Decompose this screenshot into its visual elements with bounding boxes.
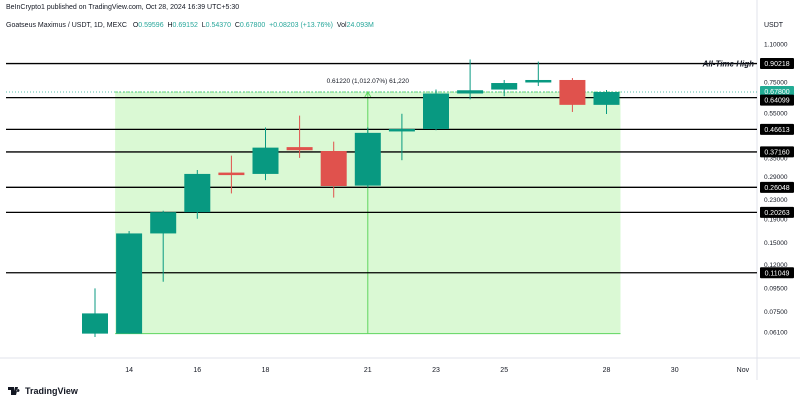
ath-label: All-Time High bbox=[702, 60, 755, 69]
y-tick-0: 1.10000 bbox=[764, 41, 788, 48]
candle-body-5 bbox=[252, 147, 279, 174]
x-tick-0: 14 bbox=[125, 367, 133, 374]
publish-info: BeInCrypto1 published on TradingView.com… bbox=[6, 4, 240, 11]
level-tag-2 bbox=[760, 123, 794, 135]
y-tick-8: 0.12000 bbox=[764, 262, 788, 269]
x-tick-7: 30 bbox=[671, 367, 679, 374]
volume-value: 24.093M bbox=[346, 22, 374, 29]
candle-body-6 bbox=[286, 147, 313, 151]
high-value: 0.69152 bbox=[172, 22, 198, 29]
candle-body-2 bbox=[150, 212, 177, 234]
level-tag-6 bbox=[760, 267, 794, 279]
candle-body-14 bbox=[559, 79, 586, 105]
candle-body-10 bbox=[423, 93, 449, 129]
y-tick-3: 0.35000 bbox=[764, 155, 788, 162]
candle-body-8 bbox=[354, 132, 381, 186]
x-tick-2: 18 bbox=[262, 367, 270, 374]
candle-body-0 bbox=[82, 313, 108, 334]
y-tick-5: 0.23000 bbox=[764, 197, 788, 204]
candle-body-1 bbox=[116, 233, 143, 334]
x-tick-6: 28 bbox=[603, 367, 611, 374]
y-tick-9: 0.09500 bbox=[764, 285, 788, 292]
y-tick-4: 0.29000 bbox=[764, 174, 788, 181]
tradingview-logo-icon bbox=[8, 387, 20, 395]
level-tag-label-4: 0.26048 bbox=[764, 185, 789, 192]
level-tag-label-5: 0.20263 bbox=[764, 210, 789, 217]
level-tag-top-1 bbox=[760, 94, 794, 106]
candle-body-7 bbox=[320, 151, 347, 186]
y-tick-7: 0.15000 bbox=[764, 240, 788, 247]
candle-body-13 bbox=[525, 79, 552, 83]
change-value: +0.08203 (+13.76%) bbox=[269, 22, 333, 29]
currency-label: USDT bbox=[764, 22, 784, 29]
level-tag-3 bbox=[760, 146, 794, 158]
volume-label: Vol bbox=[336, 22, 347, 29]
y-tick-2: 0.55000 bbox=[764, 110, 788, 117]
symbol-name: Goatseus Maximus / USDT, 1D, MEXC bbox=[6, 22, 127, 29]
y-tick-10: 0.07500 bbox=[764, 309, 788, 316]
candle-body-9 bbox=[388, 128, 415, 132]
measure-label: 0.61220 (1,012.07%) 61,220 bbox=[327, 78, 410, 85]
y-tick-11: 0.06100 bbox=[764, 329, 788, 336]
x-tick-8: Nov bbox=[737, 367, 750, 374]
open-value: 0.59596 bbox=[138, 22, 164, 29]
level-tag-label-0: 0.90218 bbox=[764, 61, 789, 68]
high-label: H bbox=[167, 22, 173, 29]
level-tag-label-3: 0.37160 bbox=[764, 149, 789, 156]
measure-arrow bbox=[364, 91, 372, 98]
symbol-info-line: Goatseus Maximus / USDT, 1D, MEXC O0.595… bbox=[6, 22, 374, 29]
x-tick-3: 21 bbox=[364, 367, 372, 374]
low-value: 0.54370 bbox=[205, 22, 231, 29]
candle-body-4 bbox=[218, 172, 245, 176]
low-label: L bbox=[201, 22, 206, 29]
y-tick-1: 0.75000 bbox=[764, 79, 788, 86]
candle-body-12 bbox=[491, 83, 518, 90]
level-tag-5 bbox=[760, 206, 794, 218]
level-tag-4 bbox=[760, 181, 794, 193]
level-tag-label-2: 0.46613 bbox=[764, 127, 789, 134]
x-tick-4: 23 bbox=[432, 367, 440, 374]
current-price-value: 0.67800 bbox=[764, 89, 789, 96]
level-tag-label-6: 0.11049 bbox=[765, 270, 790, 277]
close-value: 0.67800 bbox=[239, 22, 266, 29]
level-tag-top-label-1: 0.64099 bbox=[764, 98, 789, 105]
tradingview-logo-text: TradingView bbox=[25, 386, 78, 396]
candle-body-11 bbox=[457, 90, 484, 94]
tradingview-logo[interactable]: TradingView bbox=[8, 386, 78, 396]
candle-body-15 bbox=[593, 92, 620, 105]
candle-body-3 bbox=[184, 173, 211, 213]
level-tag-0 bbox=[760, 58, 794, 70]
x-tick-5: 25 bbox=[500, 367, 508, 374]
open-label: O bbox=[132, 22, 139, 29]
close-label: C bbox=[234, 22, 240, 29]
y-tick-6: 0.19000 bbox=[764, 216, 788, 223]
x-tick-1: 16 bbox=[193, 367, 201, 374]
